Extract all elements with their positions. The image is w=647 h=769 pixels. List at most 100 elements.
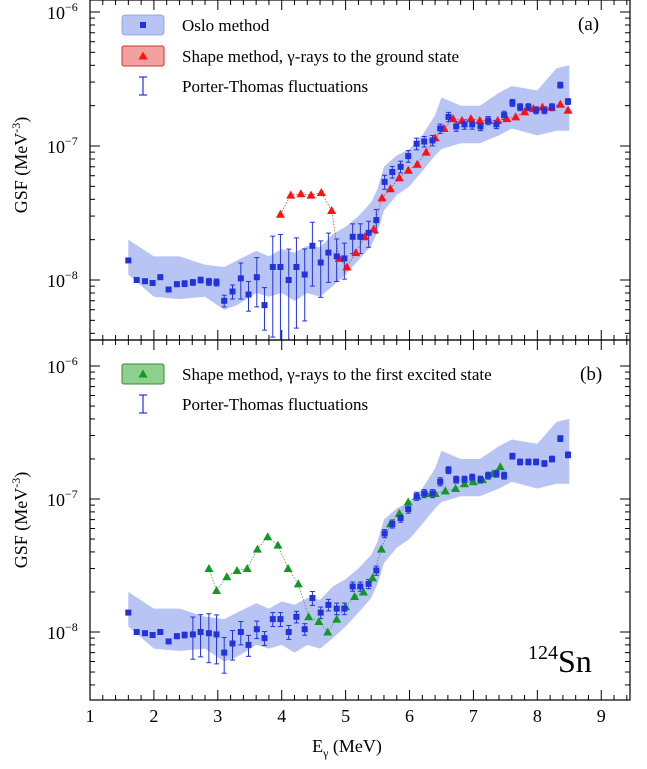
- panel-a-data-marks: [125, 81, 573, 341]
- shape-method-point: [451, 484, 460, 492]
- oslo-point: [165, 286, 172, 293]
- shape-method-point: [314, 617, 324, 625]
- oslo-point: [469, 474, 476, 481]
- oslo-point: [517, 458, 524, 465]
- oslo-point: [493, 470, 500, 477]
- x-axis-title: Eγ (MeV): [312, 736, 382, 760]
- oslo-point: [389, 520, 396, 527]
- oslo-point: [213, 631, 220, 638]
- oslo-point: [413, 493, 420, 500]
- oslo-point: [237, 275, 244, 282]
- oslo-point: [429, 490, 436, 497]
- oslo-point: [461, 121, 468, 128]
- oslo-point: [517, 104, 524, 111]
- oslo-point: [213, 279, 220, 286]
- panel-b: 10−8 10−7 10−6 (b) GSF (MeV-3) Shape metho…: [9, 339, 631, 701]
- oslo-point: [309, 242, 316, 249]
- shape-method-point: [293, 579, 303, 588]
- oslo-point: [397, 163, 404, 170]
- oslo-point: [389, 169, 396, 175]
- oslo-point: [301, 626, 308, 633]
- oslo-point: [509, 453, 516, 460]
- legend-oslo-marker: [140, 22, 146, 28]
- oslo-point: [565, 451, 571, 458]
- oslo-point: [317, 609, 324, 616]
- shape-method-point: [232, 566, 242, 574]
- oslo-point: [149, 280, 156, 286]
- shape-method-point: [283, 564, 293, 572]
- oslo-point: [253, 274, 260, 281]
- oslo-point: [565, 98, 571, 105]
- shape-method-point: [252, 544, 262, 553]
- oslo-point: [189, 279, 196, 286]
- oslo-point: [405, 506, 412, 513]
- oslo-point: [445, 113, 452, 120]
- shape-method-point: [460, 479, 469, 488]
- oslo-point: [453, 476, 460, 483]
- shape-method-point: [327, 206, 337, 214]
- shape-method-point: [316, 188, 326, 196]
- oslo-point: [197, 629, 204, 635]
- oslo-point: [301, 271, 308, 278]
- y-tick-label: 10−8: [47, 620, 78, 643]
- shape-method-point: [466, 114, 476, 123]
- shape-method-point: [204, 564, 214, 572]
- shape-method-point: [306, 190, 316, 199]
- x-tick-label: 9: [597, 706, 606, 726]
- panel-a-label: (a): [578, 14, 599, 35]
- panel-a-legend: Oslo method Shape method, γ-rays to the …: [121, 14, 459, 96]
- x-tick-label: 4: [277, 706, 286, 726]
- y-tick-label: 10−6: [47, 354, 78, 377]
- oslo-point: [365, 229, 372, 236]
- oslo-point: [533, 107, 540, 114]
- oslo-point: [142, 630, 148, 637]
- oslo-point: [293, 264, 300, 270]
- oslo-point: [421, 138, 428, 145]
- shape-method-point: [351, 248, 361, 257]
- oslo-point: [525, 458, 532, 465]
- shape-method-line: [208, 466, 501, 633]
- oslo-point: [277, 264, 284, 270]
- oslo-point: [229, 640, 236, 647]
- oslo-point: [181, 280, 188, 287]
- oslo-point: [373, 567, 380, 574]
- shape-method-point: [359, 587, 368, 596]
- shape-method-point: [475, 116, 485, 124]
- oslo-point: [325, 249, 332, 256]
- oslo-point: [541, 107, 548, 114]
- shape-method-point: [222, 572, 232, 581]
- oslo-point: [133, 277, 140, 283]
- shape-method-point: [286, 190, 296, 199]
- shape-method-point: [563, 105, 573, 114]
- oslo-point: [173, 281, 180, 288]
- oslo-point: [405, 153, 412, 160]
- oslo-point: [285, 629, 292, 635]
- oslo-point: [333, 253, 340, 260]
- oslo-point: [181, 632, 188, 638]
- shape-method-point: [242, 564, 252, 572]
- shape-method-point: [448, 114, 458, 123]
- oslo-point: [485, 117, 492, 124]
- shape-method-point: [403, 165, 413, 174]
- oslo-point: [173, 633, 180, 640]
- shape-method-point: [275, 209, 285, 218]
- oslo-point: [549, 104, 555, 111]
- legend-porter-thomas-marker: [139, 76, 147, 96]
- shape-method-point: [394, 508, 404, 517]
- oslo-point: [261, 635, 268, 642]
- oslo-point: [549, 456, 555, 462]
- oslo-point: [253, 626, 260, 633]
- x-tick-label: 1: [86, 706, 95, 726]
- oslo-point: [285, 277, 292, 283]
- oslo-point: [245, 291, 252, 298]
- oslo-point: [125, 257, 132, 264]
- shape-method-point: [440, 486, 450, 495]
- oslo-point: [269, 264, 276, 270]
- oslo-point: [445, 467, 452, 474]
- oslo-point: [341, 255, 348, 262]
- shape-method-point: [421, 147, 431, 156]
- panel-a-ticks: 10−8 10−7 10−6: [47, 0, 630, 340]
- oslo-point: [397, 515, 404, 521]
- oslo-point: [437, 478, 444, 485]
- oslo-point: [205, 278, 212, 285]
